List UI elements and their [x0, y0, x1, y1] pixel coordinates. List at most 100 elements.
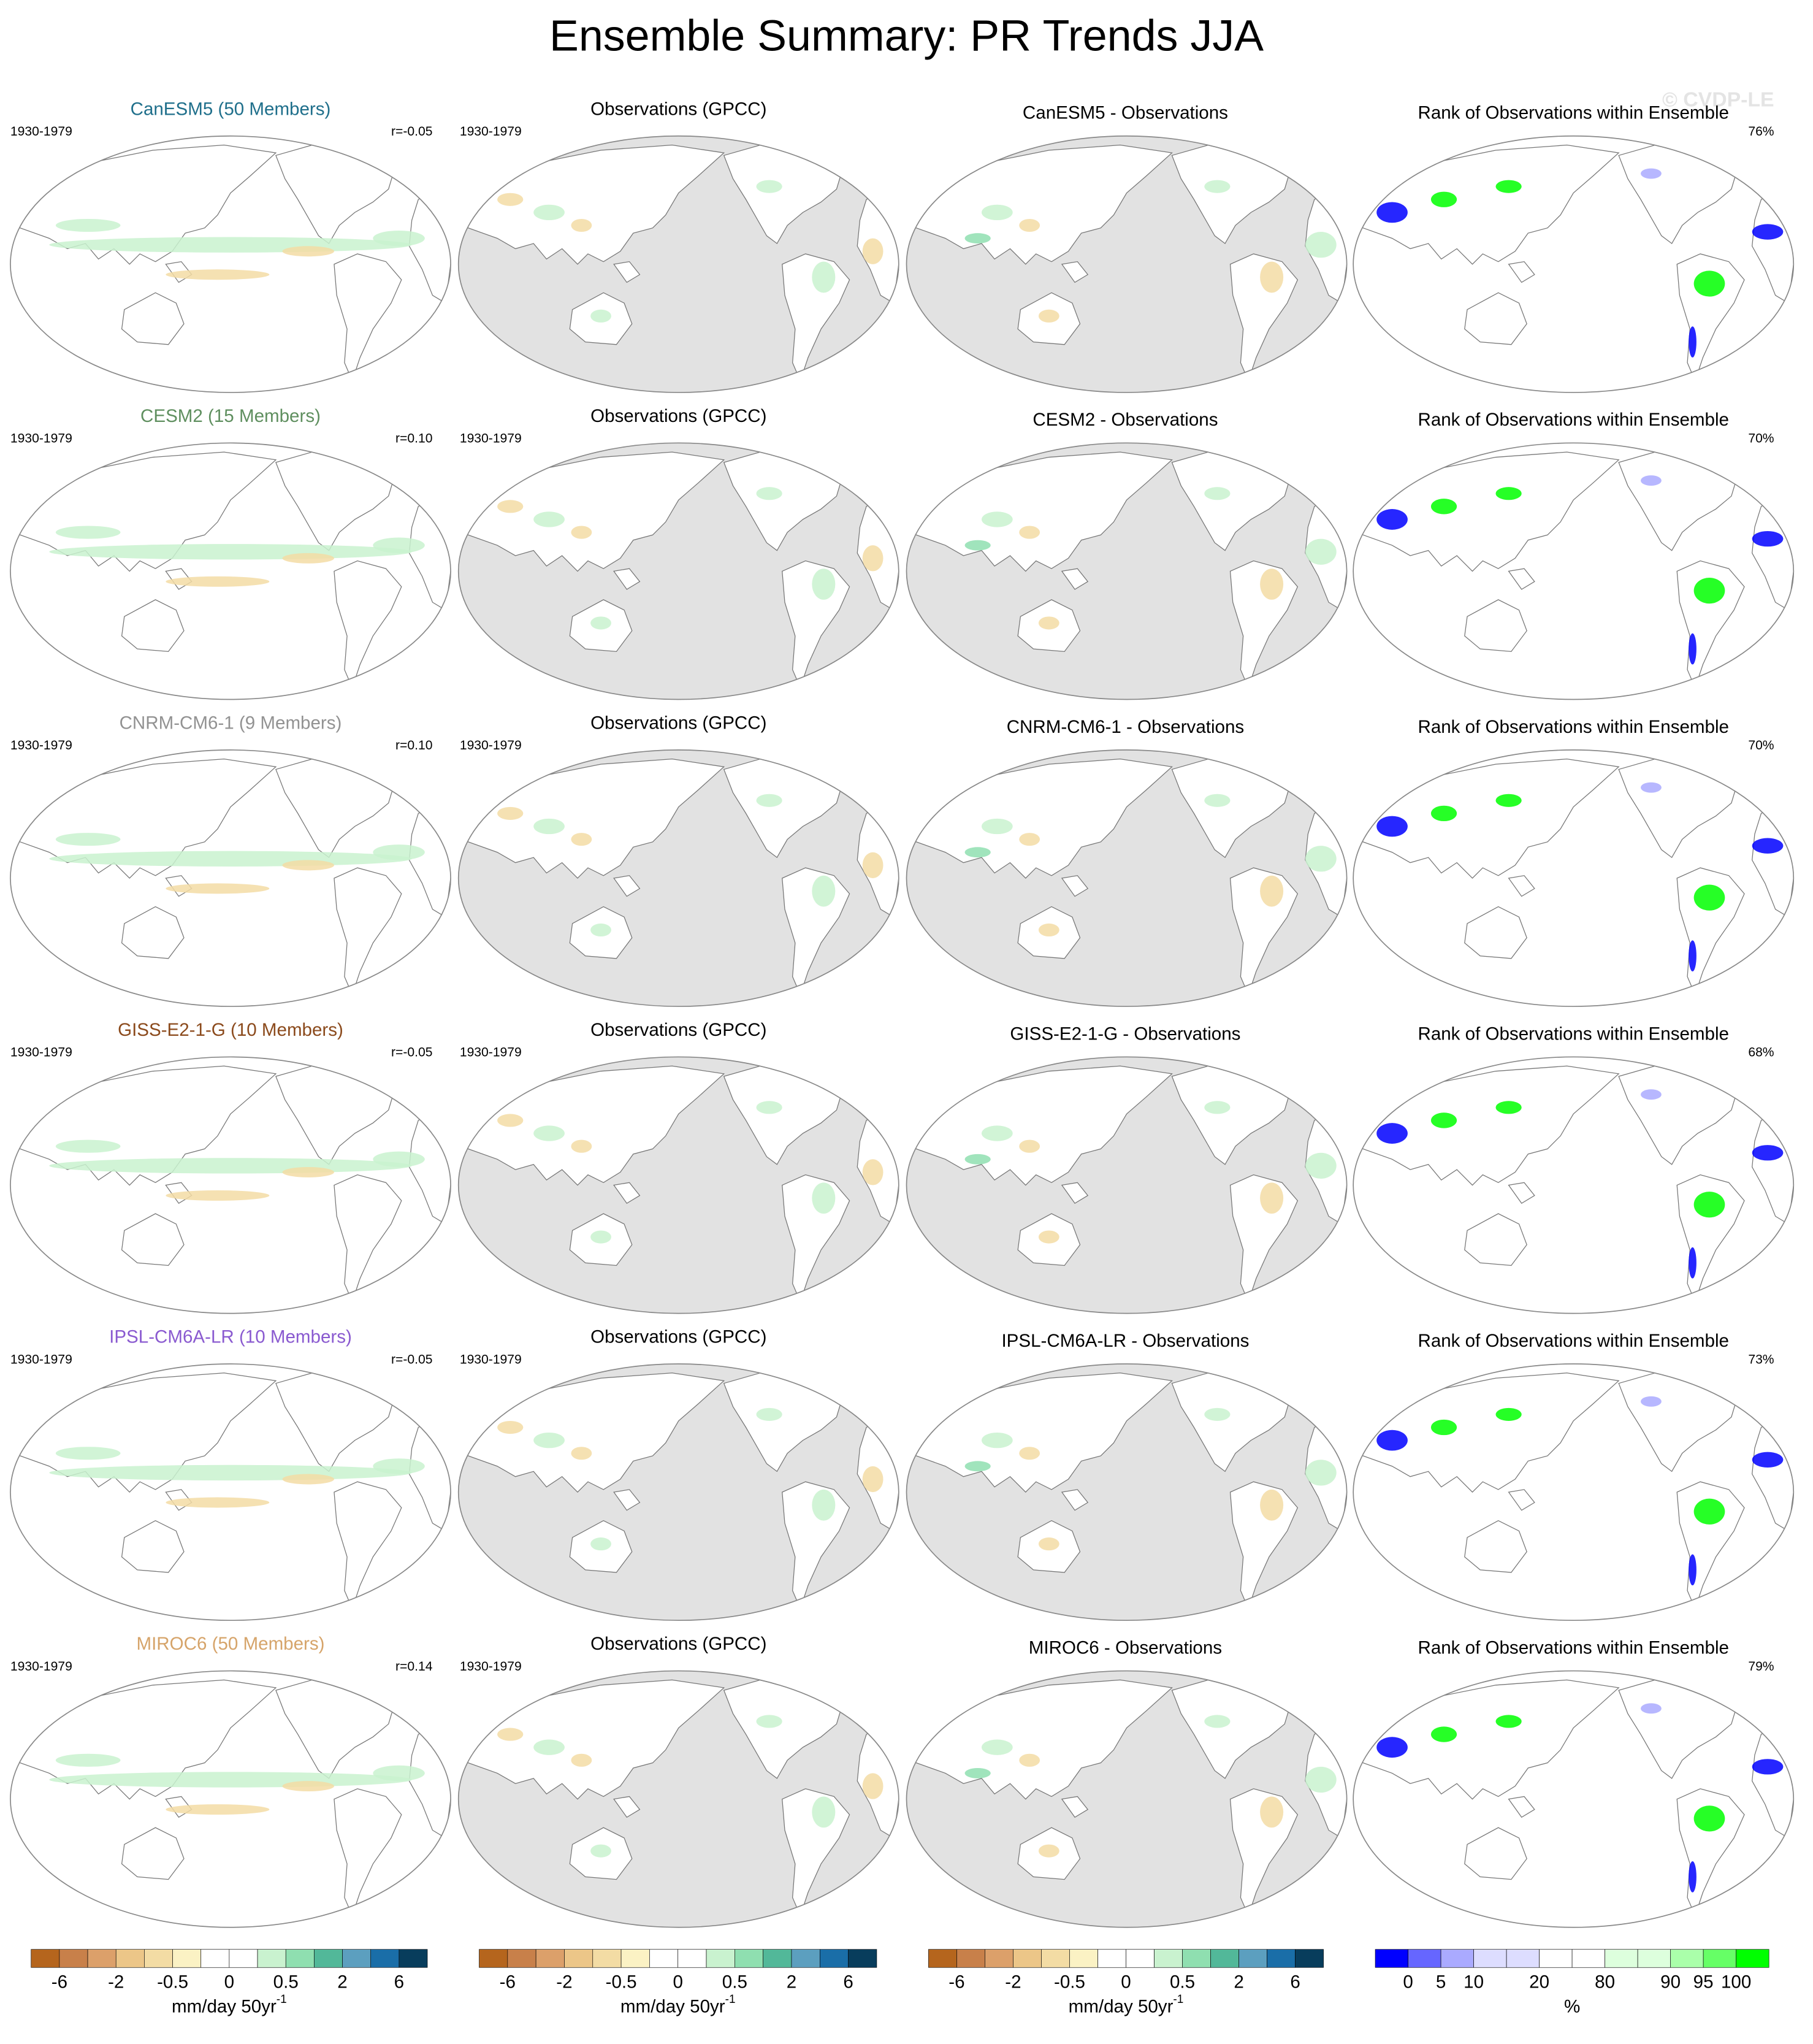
colorbar-tick-label: 6 — [1290, 1972, 1300, 1992]
model-title: CNRM-CM6-1 (9 Members) — [120, 713, 342, 733]
field-patch — [982, 818, 1013, 835]
field-patch — [373, 844, 425, 860]
field-patch — [1038, 309, 1059, 323]
colorbar-tick-label: 2 — [787, 1972, 796, 1992]
globe-border — [10, 1056, 451, 1314]
rank-title: Rank of Observations within Ensemble — [1418, 410, 1728, 430]
map-panel — [457, 749, 899, 1007]
field-patch — [756, 1715, 782, 1728]
map-content — [906, 1671, 1347, 1927]
map-content — [1353, 136, 1794, 392]
colorbar-box — [592, 1949, 622, 1968]
map-content — [458, 1671, 899, 1927]
colorbar: -6 -2 -0.5 0 0.5 2 6 mm/day 50yr-1 — [31, 1949, 428, 2017]
field-patch — [497, 806, 524, 820]
globe-border — [457, 1056, 899, 1314]
unit-text: % — [1564, 1997, 1580, 2017]
colorbar-tick-label: -0.5 — [157, 1972, 188, 1992]
rank-title: Rank of Observations within Ensemble — [1418, 1331, 1728, 1351]
map-content — [1353, 1671, 1794, 1927]
field-patch — [1204, 794, 1231, 807]
field-patch — [756, 1101, 782, 1114]
field-patch — [282, 1474, 334, 1485]
colorbar-box — [479, 1949, 508, 1968]
colorbar-box — [1097, 1949, 1126, 1968]
map-panel — [1353, 1670, 1795, 1928]
field-patch — [590, 1844, 611, 1858]
colorbar-tick-label: 95 — [1693, 1972, 1714, 1992]
field-patch — [533, 1432, 565, 1449]
field-patch — [756, 180, 782, 193]
field-patch — [1305, 846, 1337, 872]
field-patch — [756, 794, 782, 807]
field-patch — [1693, 1498, 1725, 1525]
globe-border — [906, 135, 1348, 393]
field-patch — [1376, 509, 1408, 530]
map-panel — [10, 1670, 451, 1928]
map-panel — [906, 442, 1348, 700]
period-label: 1930-1979 — [460, 738, 522, 752]
globe-border — [457, 749, 899, 1007]
map-content — [10, 443, 451, 700]
obs-title: Observations (GPCC) — [590, 713, 766, 733]
colorbar-box — [677, 1949, 707, 1968]
correlation-label: r=0.14 — [395, 1659, 433, 1674]
colorbar-tick-label: 6 — [843, 1972, 853, 1992]
map-panel — [10, 135, 451, 393]
unit-text: mm/day 50yr — [1069, 1997, 1174, 2017]
field-patch — [1495, 1715, 1522, 1728]
field-patch — [590, 1537, 611, 1551]
colorbar-tick-label: -0.5 — [1054, 1972, 1085, 1992]
map-panel — [1353, 1363, 1795, 1621]
map-content — [458, 1364, 899, 1621]
period-label: 1930-1979 — [10, 1046, 72, 1060]
globe-border — [457, 442, 899, 700]
field-patch — [1641, 1089, 1662, 1100]
map-content — [10, 1057, 451, 1314]
field-patch — [1693, 577, 1725, 604]
colorbar-box — [200, 1949, 230, 1968]
field-patch — [533, 204, 565, 221]
field-patch — [49, 1158, 412, 1174]
field-patch — [1641, 782, 1662, 793]
period-label: 1930-1979 — [460, 124, 522, 139]
colorbar-tick-label: 5 — [1436, 1972, 1446, 1992]
field-patch — [166, 576, 270, 587]
field-patch — [1689, 940, 1697, 972]
colorbar-box — [257, 1949, 286, 1968]
field-patch — [282, 1781, 334, 1792]
map-panel — [1353, 135, 1795, 393]
globe-border — [1353, 442, 1795, 700]
field-patch — [1689, 633, 1697, 665]
field-patch — [1305, 538, 1337, 565]
obs-title: Observations (GPCC) — [590, 406, 766, 426]
colorbar-tick-label: -0.5 — [606, 1972, 637, 1992]
colorbar-box — [564, 1949, 594, 1968]
field-patch — [756, 1407, 782, 1421]
map-panel — [906, 749, 1348, 1007]
field-patch — [1038, 923, 1059, 937]
rank-percent: 79% — [1748, 1659, 1774, 1674]
field-patch — [1260, 1182, 1284, 1214]
field-patch — [1019, 1753, 1040, 1767]
rank-title: Rank of Observations within Ensemble — [1418, 1637, 1728, 1658]
field-patch — [1430, 499, 1457, 515]
field-patch — [571, 833, 592, 846]
diff-title: CanESM5 - Observations — [1023, 103, 1228, 123]
unit-text: mm/day 50yr — [620, 1997, 725, 2017]
colorbar: -6 -2 -0.5 0 0.5 2 6 mm/day 50yr-1 — [928, 1949, 1324, 2017]
colorbar-box — [1069, 1949, 1098, 1968]
field-patch — [1495, 487, 1522, 500]
colorbar-box — [87, 1949, 116, 1968]
colorbar-box — [1539, 1949, 1573, 1968]
field-patch — [1038, 1537, 1059, 1551]
field-patch — [49, 851, 412, 867]
model-title: CanESM5 (50 Members) — [131, 99, 331, 119]
map-panel — [906, 135, 1348, 393]
map-content — [906, 1364, 1347, 1621]
map-panel — [906, 1363, 1348, 1621]
field-patch — [1305, 232, 1337, 258]
field-patch — [590, 1230, 611, 1244]
field-patch — [982, 1739, 1013, 1755]
